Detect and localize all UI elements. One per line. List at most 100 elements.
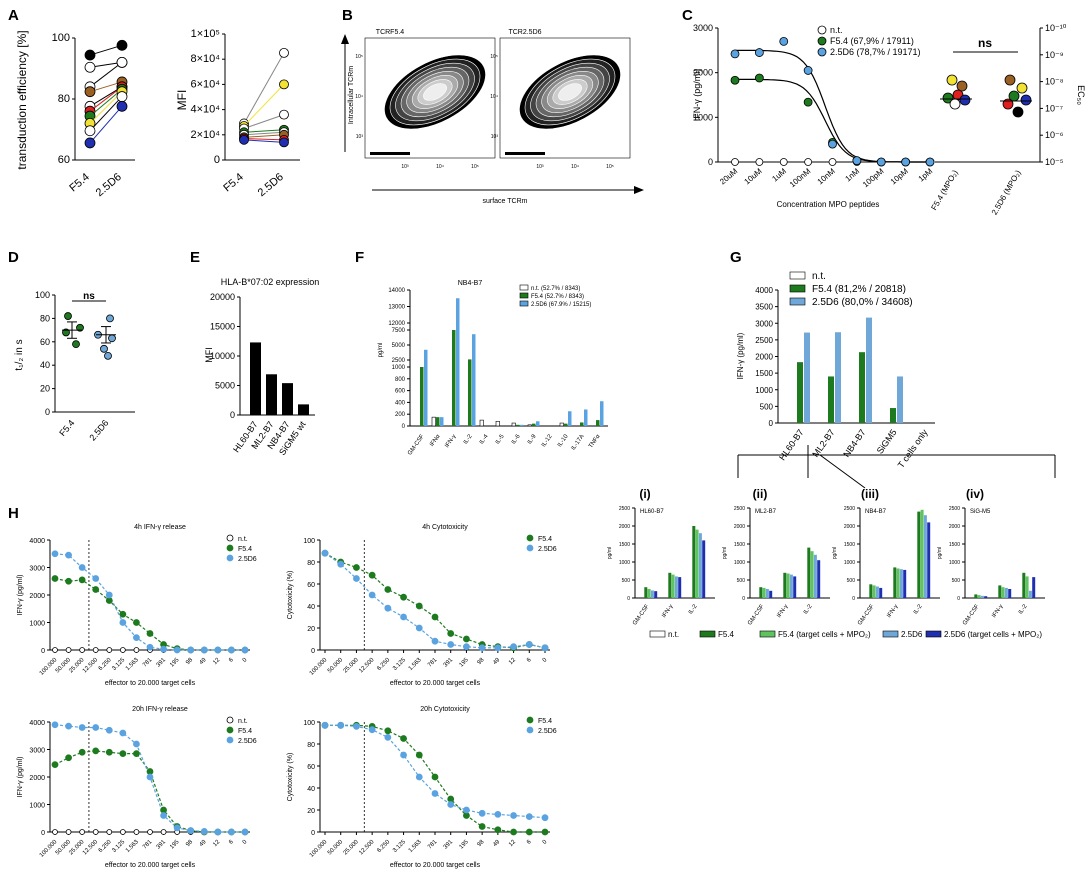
d26-point	[353, 723, 360, 730]
sub-bar	[810, 551, 814, 598]
d26-point	[279, 48, 289, 58]
legend-marker	[226, 554, 234, 562]
y-tick-label: 1500	[734, 542, 745, 548]
sub-bar	[977, 595, 981, 598]
x-axis-title: effector to 20.000 target cells	[390, 680, 481, 687]
panel-g: 0 500 1000 1500 2000 2500 3000 3500 4000 IFN-γ (p…	[607, 271, 1056, 639]
x-tick-label: 1uM	[770, 166, 788, 183]
d26-point	[779, 37, 789, 46]
sub-bar	[1022, 572, 1026, 598]
hla-bar	[298, 404, 309, 415]
fit-curve-d26	[734, 49, 930, 163]
y-tick-label: 0	[41, 648, 45, 655]
x-tick-label: 10pM	[889, 166, 910, 186]
cytokine-bar	[511, 422, 516, 427]
y-tick-label: 20	[307, 808, 315, 815]
y-tick-label: 2000	[29, 593, 45, 600]
y-tick-label: 600	[395, 389, 406, 395]
d26-point	[400, 751, 407, 759]
d26-point	[116, 57, 128, 68]
y-tick-label: 60	[307, 582, 315, 589]
sub-bar	[769, 590, 773, 598]
d26-point	[901, 157, 911, 167]
d26-point	[200, 646, 208, 654]
legend-marker	[526, 544, 534, 552]
ifn-bar	[897, 376, 903, 423]
d26-point	[173, 824, 181, 832]
ec50-d26-point	[1012, 106, 1024, 118]
y-tick-label: 2000	[755, 353, 773, 362]
legend-label: 2.5D6 (78,7% / 19171)	[830, 47, 921, 57]
y-tick-label: 100	[303, 538, 315, 545]
y-tick-label: 100	[52, 32, 70, 44]
d26-point	[119, 729, 127, 737]
x-tick-label: 12.500	[358, 839, 376, 857]
y-axis-title: IFN-γ (pg/ml)	[17, 757, 24, 798]
d26-point	[730, 49, 740, 59]
ec50-f54-point	[942, 92, 954, 104]
fit-curve-f54	[54, 750, 245, 833]
panel-label-h: H	[8, 505, 19, 522]
sub-panel-id: (iii)	[861, 487, 879, 501]
y-tick-label: 14000	[388, 288, 405, 294]
pair-line	[89, 62, 123, 88]
d26-point	[321, 721, 329, 729]
legend-label: n.t.	[668, 630, 679, 639]
pair-line	[89, 44, 123, 56]
nt-point	[52, 647, 58, 653]
legend-label: 2.5D6 (80,0% / 34608)	[812, 297, 913, 308]
y-tick-label: 1500	[755, 369, 773, 378]
x-tick-label: 100.000	[309, 839, 329, 859]
x-tick-label: IFN-γ	[991, 604, 1004, 619]
x-tick-label: 98	[185, 657, 194, 666]
d26-point	[353, 575, 360, 582]
f54-point	[78, 748, 86, 756]
x-tick-label: HL60-B7	[777, 427, 806, 462]
x-tick-label: 12.500	[82, 657, 100, 675]
sub-bar	[650, 590, 654, 598]
legend-marker	[526, 716, 534, 724]
sub-bar	[759, 587, 763, 598]
d26-point	[116, 91, 128, 102]
x-tick-label: 195	[459, 657, 471, 669]
legend-marker	[226, 736, 234, 744]
x-tick-label: 49	[492, 839, 501, 848]
x-tick-label: 3.125	[111, 657, 126, 672]
pair-line	[89, 96, 123, 132]
x-tick-label: 10⁵	[606, 164, 614, 170]
f54-point	[415, 751, 423, 759]
chart-title: 20h IFN-γ release	[132, 706, 188, 713]
y-tick-label: 3000	[29, 566, 45, 573]
y-tick-label: 60	[307, 764, 315, 771]
y-tick-label: 500	[737, 578, 746, 584]
y-tick-label: 3500	[755, 303, 773, 312]
d26-point	[478, 644, 486, 652]
f54-point	[51, 575, 59, 582]
cytokine-bar	[436, 417, 440, 426]
y-tick-label: 4000	[29, 720, 45, 727]
y-tick-label: 1000	[755, 386, 773, 395]
panel-label-d: D	[8, 249, 19, 266]
d26-point	[415, 773, 423, 781]
y-tick-label: 1000	[619, 560, 630, 566]
f54-point	[478, 823, 486, 830]
x-tick-label: 98	[477, 657, 486, 666]
y-tick-label: 200	[395, 412, 406, 418]
x-tick-label: F5.4 (MPO₂)	[929, 168, 959, 212]
x-tick-label: IL-10	[557, 433, 570, 448]
d26-point	[105, 591, 113, 599]
y-tick-label: 1500	[844, 542, 855, 548]
pair-line	[243, 138, 285, 141]
fit-curve-d26	[54, 553, 245, 651]
nt-point	[92, 647, 99, 653]
y-tick-label: 10⁻⁵	[1045, 157, 1064, 167]
d26-point	[146, 643, 154, 651]
y-tick-label: 2500	[949, 506, 960, 512]
cytokine-bar	[468, 359, 472, 426]
x-tick-label: 6	[526, 657, 533, 664]
contour-level	[558, 83, 582, 101]
d26-point	[337, 560, 345, 568]
y-tick-label: 4×10⁴	[190, 104, 220, 116]
x-tick-label: 3.125	[392, 839, 407, 854]
y-axis-title: IFN-γ (pg/ml)	[692, 69, 702, 122]
